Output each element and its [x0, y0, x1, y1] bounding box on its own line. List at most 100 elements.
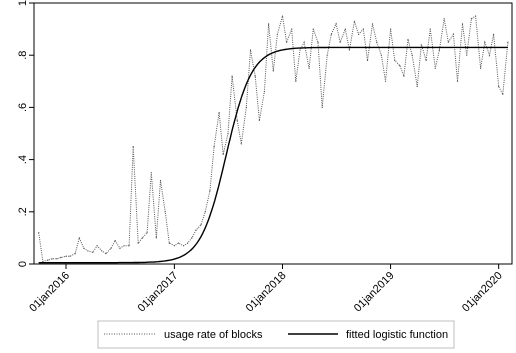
usage-rate-point: [344, 28, 346, 30]
usage-rate-point: [447, 41, 449, 43]
usage-rate-point: [434, 67, 436, 69]
usage-rate-point: [470, 18, 472, 20]
usage-rate-point: [330, 33, 332, 35]
usage-rate-point: [69, 255, 71, 257]
x-tick-label: 01jan2017: [136, 270, 181, 315]
usage-rate-point: [87, 250, 89, 252]
usage-rate-point: [416, 85, 418, 88]
usage-rate-point: [195, 229, 197, 231]
usage-rate-point: [56, 258, 58, 260]
usage-rate-point: [101, 250, 103, 252]
usage-rate-point: [493, 33, 495, 35]
usage-rate-point: [335, 23, 337, 25]
usage-rate-point: [258, 119, 260, 121]
usage-rate-point: [146, 232, 148, 234]
usage-rate-point: [227, 132, 229, 135]
usage-rate-point: [132, 146, 134, 148]
usage-rate-point: [245, 106, 247, 108]
usage-rate-point: [321, 106, 323, 108]
usage-rate-point: [110, 247, 112, 249]
usage-rate-point: [123, 245, 125, 247]
x-tick-label: 01jan2018: [244, 270, 289, 315]
usage-rate-point: [317, 41, 319, 43]
usage-rate-point: [299, 49, 301, 51]
usage-rate-point: [38, 232, 40, 234]
usage-rate-point: [358, 33, 360, 35]
usage-rate-point: [286, 41, 288, 43]
usage-rate-point: [51, 258, 53, 260]
usage-rate-point: [403, 75, 405, 77]
usage-rate-point: [236, 119, 238, 121]
usage-rate-point: [443, 18, 445, 20]
usage-rate-point: [114, 239, 116, 242]
usage-rate-point: [425, 59, 427, 62]
usage-rate-point: [502, 93, 504, 95]
usage-rate-point: [92, 251, 94, 253]
usage-rate-point: [249, 49, 252, 51]
usage-rate-point: [488, 54, 491, 56]
usage-rate-point: [295, 80, 297, 82]
usage-rate-point: [231, 75, 233, 77]
usage-rate-point: [96, 245, 98, 247]
usage-rate-point: [461, 23, 464, 25]
usage-rate-point: [303, 41, 305, 43]
usage-rate-point: [177, 242, 180, 244]
legend-label-usage-rate: usage rate of blocks: [164, 329, 263, 341]
usage-rate-point: [407, 38, 409, 41]
usage-rate-point: [484, 41, 486, 43]
series-usage-rate: [38, 15, 509, 263]
usage-rate-point: [105, 253, 107, 255]
usage-rate-point: [218, 112, 220, 114]
usage-rate-point: [353, 20, 355, 22]
fitted-logistic-line: [38, 46, 508, 264]
usage-rate-point: [312, 28, 314, 30]
usage-rate-point: [507, 41, 509, 43]
usage-rate-point: [268, 23, 270, 25]
usage-rate-point: [429, 28, 431, 30]
x-axis: 01jan2016 01jan2017 01jan2018 01jan2019 01ja…: [27, 264, 505, 314]
usage-rate-point: [380, 54, 382, 56]
usage-rate-point: [411, 54, 413, 56]
usage-rate-point: [209, 190, 211, 192]
usage-rate-point: [159, 179, 162, 182]
y-tick-label: .6: [17, 103, 29, 112]
usage-rate-point: [119, 247, 121, 249]
usage-rate-point: [366, 59, 369, 62]
usage-rate-point: [272, 70, 274, 72]
usage-rate-point: [128, 245, 130, 247]
usage-rate-point: [498, 85, 500, 88]
usage-rate-point: [187, 242, 189, 244]
usage-rate-point: [466, 54, 468, 56]
usage-rate-point: [291, 28, 293, 30]
usage-rate-point: [371, 23, 374, 25]
usage-rate-point: [276, 33, 278, 35]
usage-rate-point: [376, 41, 378, 43]
usage-rate-point: [74, 253, 76, 255]
series-fitted-logistic: [38, 46, 508, 264]
usage-rate-point: [191, 237, 193, 239]
usage-rate-point: [362, 28, 364, 30]
usage-rate-point: [480, 67, 482, 69]
usage-rate-point: [204, 211, 206, 213]
usage-rate-point: [155, 237, 157, 239]
usage-rate-point: [83, 247, 85, 249]
usage-rate-point: [47, 259, 49, 261]
usage-rate-point: [200, 224, 202, 226]
usage-rate-point: [456, 80, 459, 82]
usage-rate-point: [183, 245, 185, 247]
usage-rate-point: [339, 41, 341, 43]
x-tick-label: 01jan2016: [27, 270, 72, 315]
usage-rate-point: [281, 15, 284, 17]
series-layer: [38, 15, 509, 264]
usage-rate-point: [222, 153, 224, 155]
usage-rate-point: [42, 260, 44, 262]
usage-rate-point: [384, 80, 387, 82]
usage-rate-point: [475, 15, 477, 17]
y-tick-label: .2: [17, 207, 29, 216]
usage-rate-point: [452, 33, 454, 35]
usage-rate-point: [173, 245, 175, 247]
usage-rate-point: [240, 143, 242, 145]
y-tick-label: 0: [17, 261, 29, 267]
usage-rate-point: [394, 59, 396, 62]
